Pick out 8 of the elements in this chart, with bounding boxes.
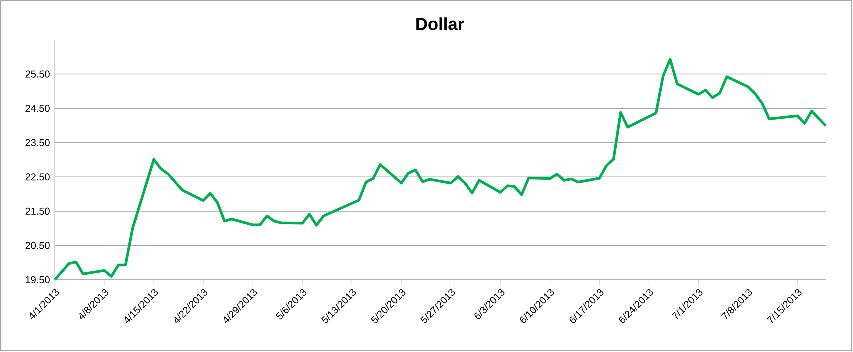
y-tick-label: 20.50 — [26, 242, 50, 250]
chart-title: Dollar — [416, 18, 464, 30]
y-tick-label: 23.50 — [26, 139, 50, 146]
y-tick-label: 19.50 — [26, 276, 50, 284]
y-tick-label: 22.50 — [26, 174, 50, 181]
y-tick-label: 25.50 — [26, 70, 50, 78]
y-tick-label: 21.50 — [26, 208, 50, 215]
y-tick-label: 24.50 — [26, 105, 50, 112]
